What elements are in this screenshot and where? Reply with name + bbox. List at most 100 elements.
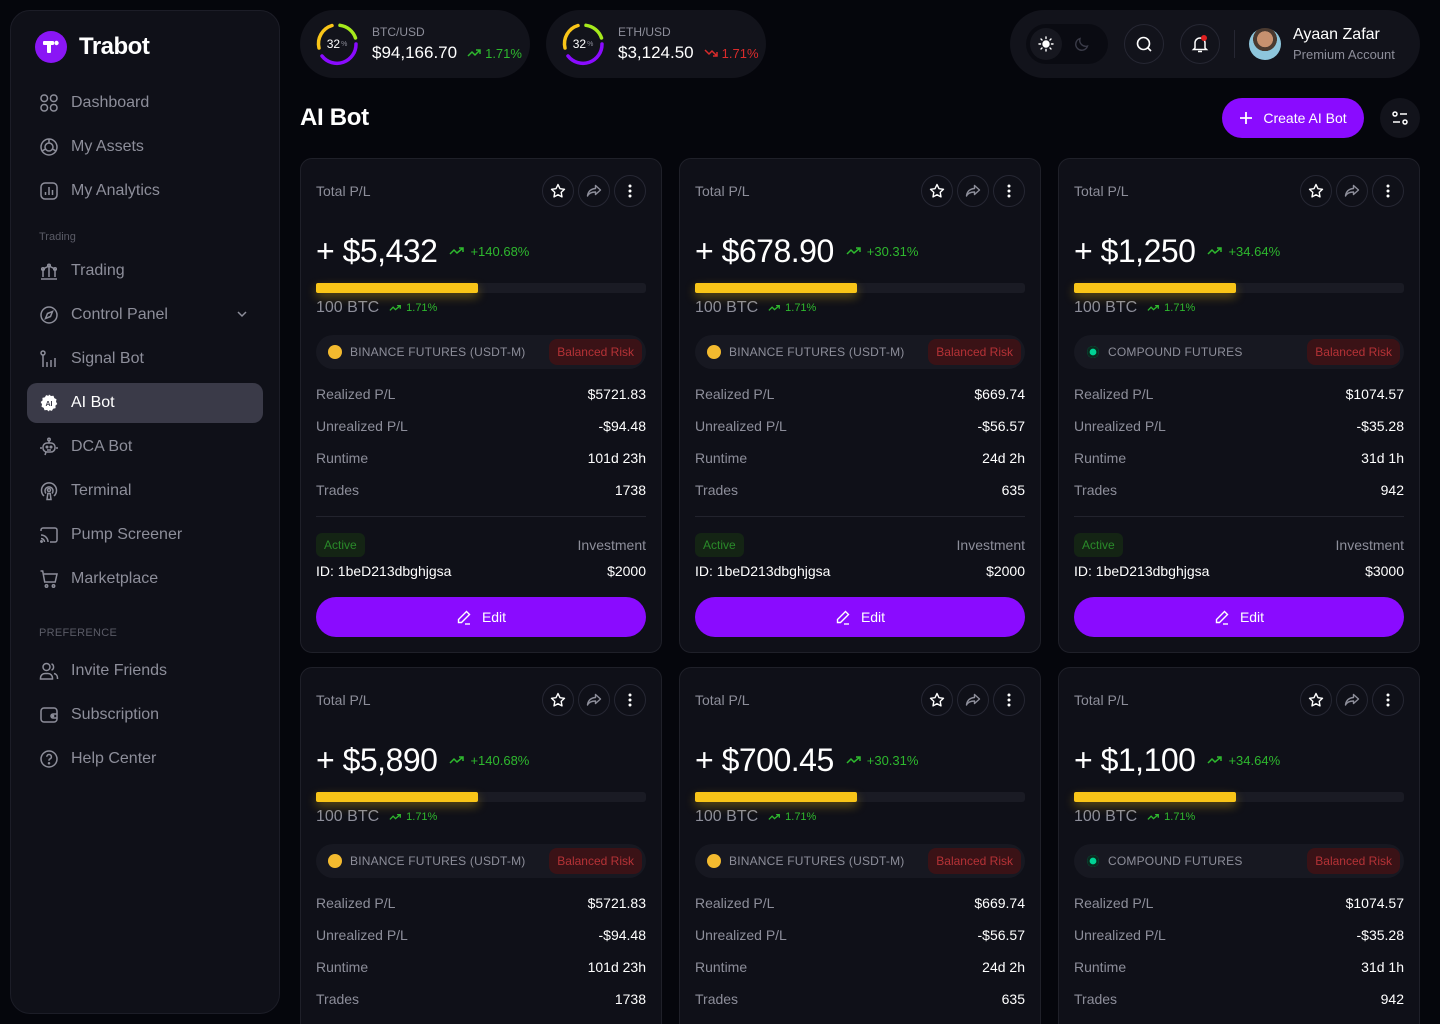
star-icon: [1308, 692, 1324, 707]
stat-row: Trades 635: [695, 474, 1025, 506]
brand[interactable]: Trabot: [35, 31, 263, 63]
sidebar-item-marketplace[interactable]: Marketplace: [27, 559, 263, 599]
gauge-value: 32: [572, 37, 587, 51]
progress-fill: [1074, 283, 1236, 293]
stat-value: 101d 23h: [587, 959, 646, 975]
progress-fill: [316, 792, 478, 802]
more-vertical-icon: [628, 693, 632, 707]
sidebar-item-label: Control Panel: [71, 306, 168, 323]
share-button[interactable]: [1336, 684, 1368, 716]
create-ai-bot-label: Create AI Bot: [1263, 110, 1347, 126]
status-badge: Active: [695, 533, 744, 557]
trend-up-icon: [846, 247, 861, 255]
pencil-icon: [457, 610, 471, 625]
more-options-button[interactable]: [614, 684, 646, 716]
trend-up-icon: [1147, 813, 1160, 820]
notifications-button[interactable]: [1180, 24, 1220, 64]
stat-label: Unrealized P/L: [316, 927, 408, 943]
sidebar-item-ai-bot[interactable]: AI AI Bot: [27, 383, 263, 423]
favorite-button[interactable]: [542, 684, 574, 716]
stats-list: Realized P/L $1074.57 Unrealized P/L -$35.2…: [1074, 887, 1404, 1015]
ticker-price: $3,124.50: [618, 43, 694, 62]
sidebar-item-dashboard[interactable]: Dashboard: [27, 83, 263, 123]
star-icon: [550, 692, 566, 707]
more-options-button[interactable]: [993, 175, 1025, 207]
favorite-button[interactable]: [1300, 684, 1332, 716]
chevron-down-icon[interactable]: [235, 307, 249, 321]
sidebar-item-trading[interactable]: Trading: [27, 251, 263, 291]
investment-label: Investment: [956, 537, 1025, 553]
favorite-button[interactable]: [1300, 175, 1332, 207]
stats-list: Realized P/L $669.74 Unrealized P/L -$56.57…: [695, 378, 1025, 506]
ticker-eth[interactable]: 32% ETH/USD $3,124.50 1.71%: [546, 10, 766, 78]
trend-up-icon: [389, 304, 402, 311]
sidebar-item-label: DCA Bot: [71, 438, 133, 455]
stat-value: -$94.48: [598, 927, 646, 943]
filter-button[interactable]: [1380, 98, 1420, 138]
progress-fill: [1074, 792, 1236, 802]
share-button[interactable]: [578, 175, 610, 207]
search-icon: [1136, 36, 1152, 52]
bot-id: ID: 1beD213dbghjgsa: [1074, 563, 1210, 579]
more-options-button[interactable]: [614, 175, 646, 207]
svg-text:AI: AI: [46, 401, 53, 408]
cast-icon: [40, 527, 58, 543]
light-mode-button[interactable]: [1030, 28, 1062, 60]
stat-label: Trades: [316, 482, 360, 498]
share-button[interactable]: [957, 175, 989, 207]
share-button[interactable]: [1336, 175, 1368, 207]
total-pl-change: +30.31%: [866, 243, 919, 259]
more-options-button[interactable]: [993, 684, 1025, 716]
robot-icon: [40, 437, 58, 456]
sidebar-nav: Dashboard My Assets My Analytics Trading…: [27, 83, 263, 779]
sidebar-item-label: AI Bot: [71, 394, 115, 411]
sidebar-item-pump-screener[interactable]: Pump Screener: [27, 515, 263, 555]
sidebar-item-terminal[interactable]: Terminal: [27, 471, 263, 511]
grid-icon: [40, 94, 58, 112]
share-icon: [1344, 693, 1360, 706]
favorite-button[interactable]: [921, 175, 953, 207]
create-ai-bot-button[interactable]: Create AI Bot: [1222, 98, 1364, 138]
sidebar-item-subscription[interactable]: Subscription: [27, 695, 263, 735]
stat-row: Unrealized P/L -$35.28: [1074, 410, 1404, 442]
sidebar-item-signal-bot[interactable]: Signal Bot: [27, 339, 263, 379]
stat-value: $5721.83: [587, 386, 646, 402]
edit-button[interactable]: Edit: [1074, 597, 1404, 637]
ticker-btc[interactable]: 32% BTC/USD $94,166.70 1.71%: [300, 10, 530, 78]
stat-row: Trades 1738: [316, 983, 646, 1015]
share-icon: [586, 184, 602, 197]
favorite-button[interactable]: [921, 684, 953, 716]
stat-value: 942: [1380, 991, 1404, 1007]
exchange-name: COMPOUND FUTURES: [1108, 854, 1243, 868]
sidebar-item-my-assets[interactable]: My Assets: [27, 127, 263, 167]
edit-button[interactable]: Edit: [316, 597, 646, 637]
share-button[interactable]: [957, 684, 989, 716]
sidebar-item-help-center[interactable]: Help Center: [27, 739, 263, 779]
more-options-button[interactable]: [1372, 684, 1404, 716]
stat-label: Trades: [1074, 991, 1118, 1007]
total-pl-change: +140.68%: [470, 243, 530, 259]
stat-row: Trades 1738: [316, 474, 646, 506]
avatar[interactable]: [1249, 28, 1281, 60]
more-options-button[interactable]: [1372, 175, 1404, 207]
exchange-pill: COMPOUND FUTURES Balanced Risk: [1074, 335, 1404, 369]
risk-badge: Balanced Risk: [928, 848, 1021, 874]
dark-mode-button[interactable]: [1066, 28, 1098, 60]
total-pl-label: Total P/L: [695, 692, 750, 708]
edit-button[interactable]: Edit: [695, 597, 1025, 637]
stat-value: -$35.28: [1356, 927, 1404, 943]
more-vertical-icon: [1386, 693, 1390, 707]
sidebar-item-dca-bot[interactable]: DCA Bot: [27, 427, 263, 467]
sidebar-item-my-analytics[interactable]: My Analytics: [27, 171, 263, 211]
exchange-coin-icon: [1087, 346, 1099, 358]
sidebar-item-invite-friends[interactable]: Invite Friends: [27, 651, 263, 691]
favorite-button[interactable]: [542, 175, 574, 207]
sidebar-item-control-panel[interactable]: Control Panel: [27, 295, 263, 335]
user-info[interactable]: Ayaan Zafar Premium Account: [1293, 26, 1395, 62]
total-pl-value: + $1,100: [1074, 741, 1196, 778]
search-button[interactable]: [1124, 24, 1164, 64]
stat-row: Trades 635: [695, 983, 1025, 1015]
share-button[interactable]: [578, 684, 610, 716]
trend-up-icon: [449, 756, 465, 764]
theme-toggle[interactable]: [1026, 24, 1108, 64]
